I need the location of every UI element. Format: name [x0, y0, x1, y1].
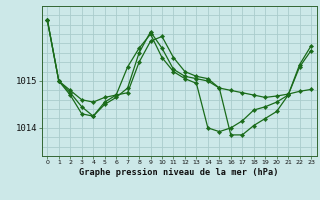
X-axis label: Graphe pression niveau de la mer (hPa): Graphe pression niveau de la mer (hPa) [79, 168, 279, 177]
